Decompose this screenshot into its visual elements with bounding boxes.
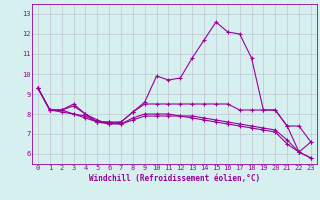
- X-axis label: Windchill (Refroidissement éolien,°C): Windchill (Refroidissement éolien,°C): [89, 174, 260, 183]
